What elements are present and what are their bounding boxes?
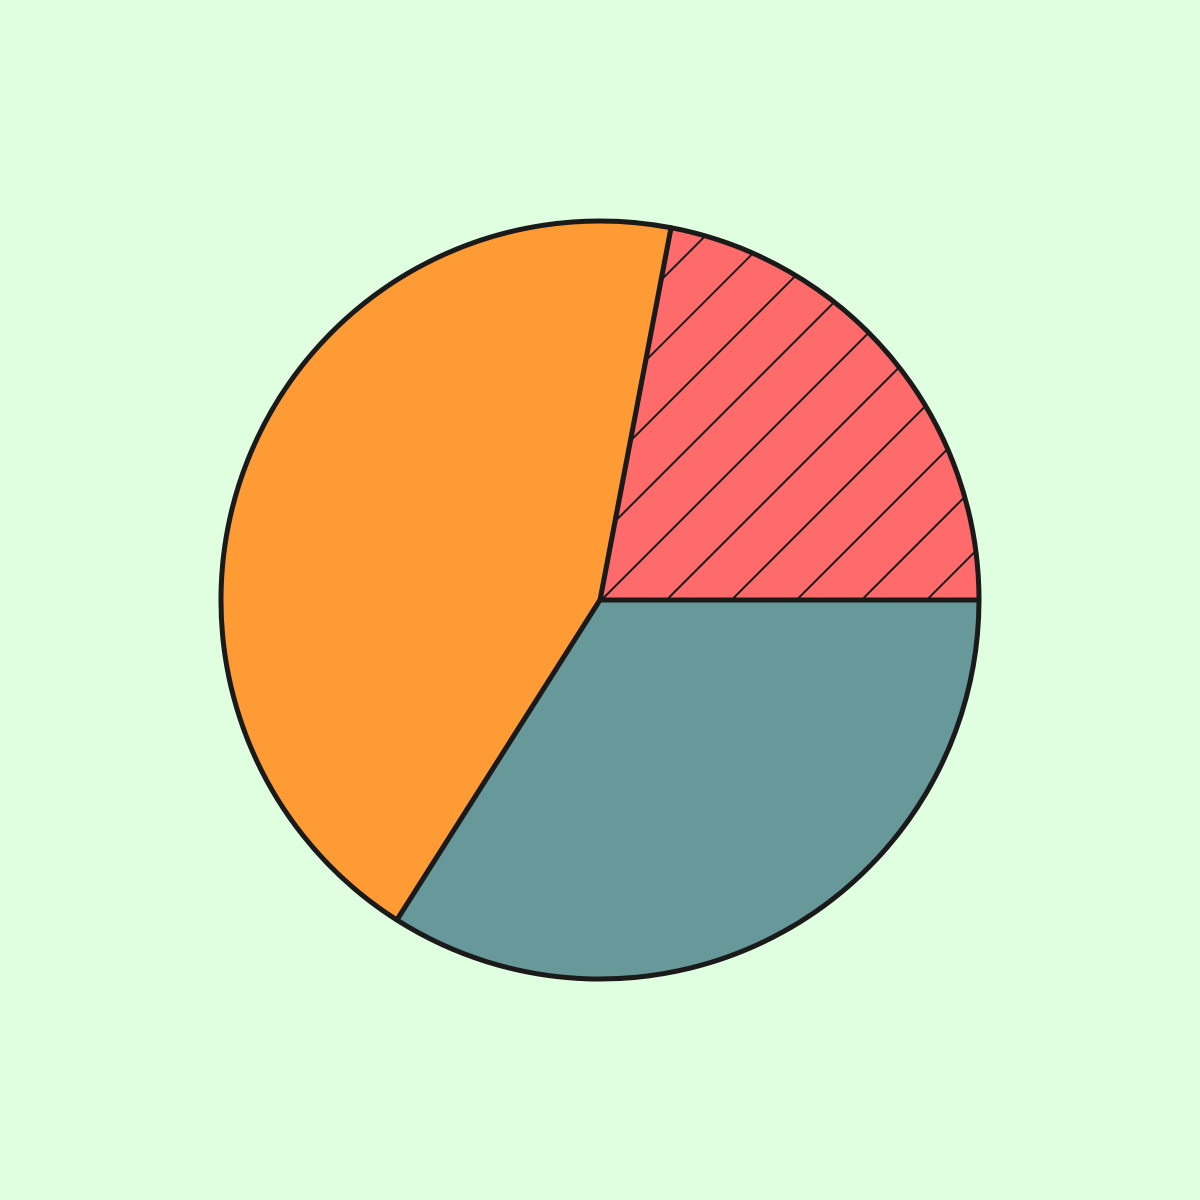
pie-slice-1-outline bbox=[597, 225, 982, 603]
pie-slices bbox=[218, 218, 982, 982]
pie-slice-1-hatch bbox=[600, 227, 979, 600]
pie-slice-3-outline bbox=[394, 597, 982, 982]
pie-slice-2 bbox=[220, 220, 672, 920]
pie-slice-2-outline bbox=[218, 218, 674, 923]
